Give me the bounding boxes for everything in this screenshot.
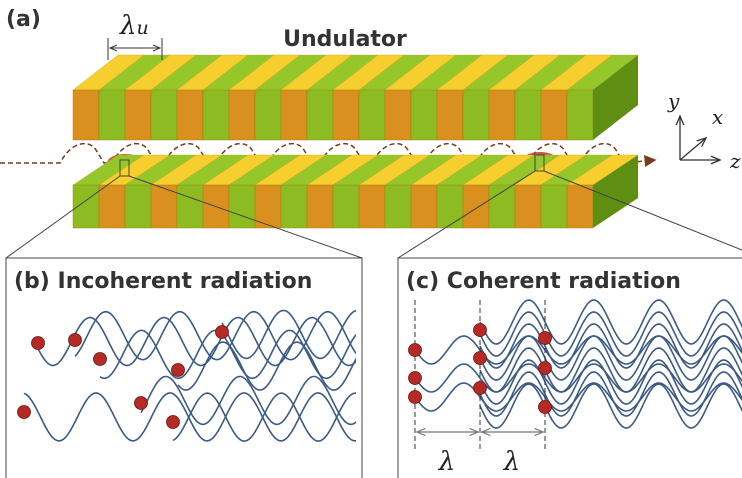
electron — [539, 332, 552, 345]
spacing-label: λ — [438, 447, 455, 477]
magnet-front — [411, 185, 437, 228]
electron — [135, 397, 148, 410]
magnet-front — [99, 90, 125, 140]
magnet-front — [463, 185, 489, 228]
electron — [32, 337, 45, 350]
magnet-front — [515, 185, 541, 228]
magnet-front — [125, 90, 151, 140]
magnet-front — [281, 90, 307, 140]
undulator-magnets — [0, 55, 655, 228]
panel-c-title: (c) Coherent radiation — [406, 269, 681, 294]
electron — [409, 391, 422, 404]
axis-y: y — [667, 89, 680, 113]
magnet-front — [307, 185, 333, 228]
magnet-front — [333, 185, 359, 228]
electron — [474, 324, 487, 337]
magnet-front — [333, 90, 359, 140]
electron — [409, 344, 422, 357]
magnet-front — [541, 90, 567, 140]
electron — [539, 362, 552, 375]
magnet-front — [489, 90, 515, 140]
electron — [94, 353, 107, 366]
electron — [474, 382, 487, 395]
magnet-front — [73, 90, 99, 140]
magnet-front — [463, 90, 489, 140]
magnet-front — [99, 185, 125, 228]
magnet-front — [177, 185, 203, 228]
axis-x: x — [712, 105, 723, 129]
panel-label: (a) — [6, 7, 41, 32]
magnet-front — [229, 90, 255, 140]
magnet-front — [177, 90, 203, 140]
magnet-front — [151, 90, 177, 140]
magnet-front — [229, 185, 255, 228]
figure: (a) Undulator λu y x z (b) Incoherent ra… — [0, 0, 742, 478]
magnet-front — [125, 185, 151, 228]
magnet-front — [359, 185, 385, 228]
magnet-front — [359, 90, 385, 140]
undulator-title: Undulator — [283, 27, 407, 52]
electron — [409, 372, 422, 385]
magnet-front — [385, 90, 411, 140]
magnet-front — [567, 90, 593, 140]
magnet-front — [281, 185, 307, 228]
period-symbol: λu — [119, 11, 149, 41]
magnet-front — [541, 185, 567, 228]
magnet-front — [203, 90, 229, 140]
electron — [69, 334, 82, 347]
panel-b-title: (b) Incoherent radiation — [14, 269, 312, 294]
spacing-label: λ — [503, 447, 520, 477]
electron — [539, 401, 552, 414]
axis-z: z — [729, 149, 741, 173]
magnet-front — [437, 90, 463, 140]
electron — [167, 416, 180, 429]
electron — [216, 326, 229, 339]
magnet-front — [255, 90, 281, 140]
electron — [172, 364, 185, 377]
magnet-front — [411, 90, 437, 140]
magnet-front — [515, 90, 541, 140]
electron — [18, 406, 31, 419]
magnet-front — [307, 90, 333, 140]
magnet-front — [385, 185, 411, 228]
electron — [474, 352, 487, 365]
magnet-front — [437, 185, 463, 228]
magnet-front — [567, 185, 593, 228]
